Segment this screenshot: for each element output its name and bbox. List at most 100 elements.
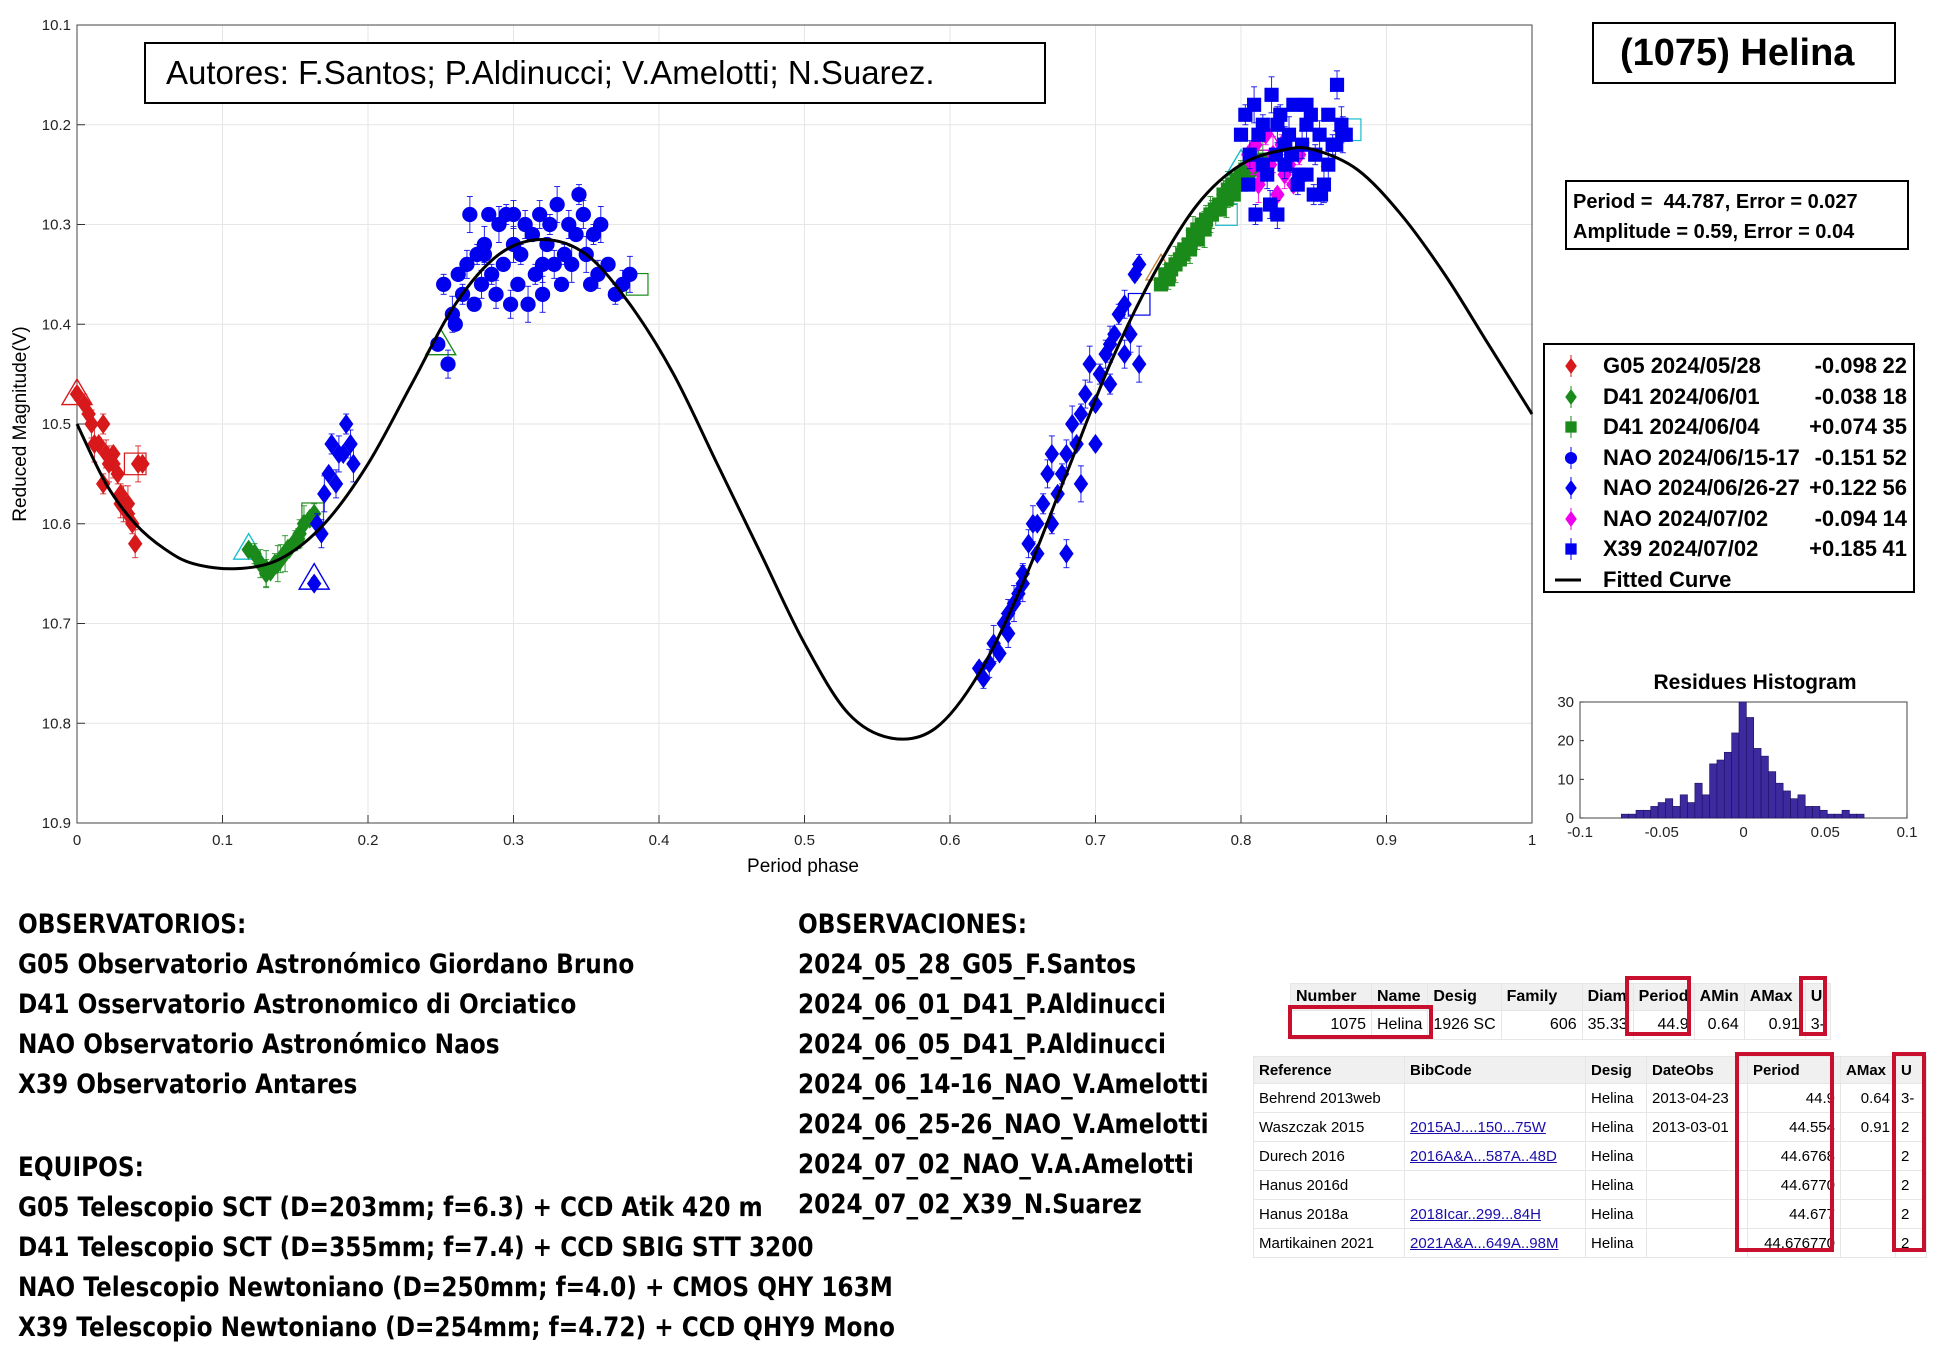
y-tick-label: 10.8 bbox=[42, 715, 71, 732]
table-row: Waszczak 2015 2015AJ....150...75W Helina 20… bbox=[1253, 1112, 1927, 1142]
data-point bbox=[1321, 157, 1336, 172]
data-point bbox=[1117, 344, 1132, 365]
table-cell: 44.6770 bbox=[1747, 1170, 1841, 1200]
bibcode-link[interactable]: 2018Icar..299...84H bbox=[1410, 1205, 1541, 1223]
histogram-bar bbox=[1849, 813, 1858, 819]
histogram-bar bbox=[1672, 806, 1681, 819]
table-cell: 3- bbox=[1895, 1083, 1927, 1113]
data-point bbox=[1313, 187, 1329, 202]
data-point bbox=[1247, 97, 1262, 112]
data-point bbox=[91, 433, 107, 454]
hist-x-tick-label: -0.05 bbox=[1645, 824, 1679, 841]
legend-symbol bbox=[1565, 388, 1577, 405]
y-tick-label: 10.5 bbox=[42, 416, 71, 433]
legend-item: NAO 2024/06/15-17 -0.151 52 bbox=[1545, 443, 1915, 473]
histogram-bar bbox=[1687, 802, 1696, 819]
table-row: Martikainen 2021 2021A&A...649A..98M Helin… bbox=[1253, 1228, 1927, 1258]
histogram-bar bbox=[1620, 813, 1629, 819]
data-point bbox=[440, 356, 456, 372]
data-point bbox=[510, 276, 526, 292]
table-cell bbox=[1840, 1170, 1896, 1200]
y-tick-label: 10.6 bbox=[42, 516, 71, 533]
legend-count: 18 bbox=[1882, 383, 1907, 409]
object-title: (1075) Helina bbox=[1620, 32, 1855, 74]
object-title-box: (1075) Helina bbox=[1592, 22, 1896, 84]
equipo-item: G05 Telescopio SCT (D=203mm; f=6.3) + CC… bbox=[18, 1192, 763, 1223]
column-header: DateObs bbox=[1646, 1056, 1748, 1084]
table-cell: Helina bbox=[1585, 1112, 1647, 1142]
data-point bbox=[1299, 97, 1314, 112]
hist-y-tick-label: 20 bbox=[1557, 733, 1574, 750]
data-point bbox=[436, 276, 452, 292]
legend-marker bbox=[1555, 578, 1581, 581]
table-cell: Hanus 2016d bbox=[1253, 1170, 1405, 1200]
legend-label: NAO 2024/06/15-17 bbox=[1603, 444, 1800, 470]
x-tick-label: 0.5 bbox=[794, 832, 815, 849]
histogram-bar bbox=[1738, 701, 1747, 819]
data-point bbox=[317, 483, 332, 504]
observacion-item: 2024_07_02_X39_N.Suarez bbox=[798, 1189, 1142, 1220]
data-point bbox=[450, 266, 466, 282]
x-tick-label: 0.1 bbox=[212, 832, 233, 849]
table-cell: 2 bbox=[1895, 1112, 1927, 1142]
table-cell: 2 bbox=[1895, 1199, 1927, 1229]
legend-label: NAO 2024/07/02 bbox=[1603, 505, 1769, 531]
legend-label: G05 2024/05/28 bbox=[1603, 353, 1761, 378]
observatorio-item: D41 Osservatorio Astronomico di Orciatic… bbox=[18, 989, 577, 1020]
data-point bbox=[1102, 374, 1118, 395]
legend-count: 52 bbox=[1882, 444, 1907, 470]
data-point bbox=[1082, 354, 1097, 375]
table-cell bbox=[1646, 1228, 1748, 1258]
data-point bbox=[1226, 187, 1241, 202]
legend-item: G05 2024/05/28 -0.098 22 bbox=[1545, 351, 1915, 381]
observatorio-item: G05 Observatorio Astronómico Giordano Br… bbox=[18, 949, 635, 980]
data-point bbox=[1270, 117, 1285, 132]
column-header: Period bbox=[1747, 1056, 1841, 1084]
y-tick-label: 10.7 bbox=[42, 616, 71, 633]
legend-label: X39 2024/07/02 bbox=[1603, 536, 1759, 561]
data-point bbox=[1088, 433, 1103, 454]
data-point bbox=[1078, 384, 1093, 405]
observatorios-heading: OBSERVATORIOS: bbox=[18, 909, 247, 940]
data-point bbox=[505, 206, 522, 223]
data-point bbox=[1182, 242, 1198, 257]
data-point bbox=[95, 473, 111, 494]
data-point bbox=[473, 276, 490, 292]
data-point bbox=[1312, 127, 1327, 142]
legend-item: Fitted Curve bbox=[1545, 565, 1915, 595]
legend-marker bbox=[1564, 446, 1578, 469]
x-tick-label: 0.4 bbox=[649, 832, 670, 849]
table-cell bbox=[1646, 1170, 1748, 1200]
table-cell: 1926 SC bbox=[1427, 1010, 1502, 1040]
legend-label: D41 2024/06/04 bbox=[1603, 414, 1760, 439]
table-cell bbox=[1840, 1228, 1896, 1258]
legend-symbol bbox=[1565, 510, 1577, 527]
data-point bbox=[1131, 254, 1147, 275]
data-point bbox=[1329, 77, 1345, 92]
data-point bbox=[1328, 137, 1343, 152]
table-cell: 0.64 bbox=[1693, 1010, 1745, 1040]
data-point bbox=[113, 483, 128, 504]
table-header-row: Reference BibCode Desig DateObs Period A… bbox=[1253, 1056, 1927, 1084]
amplitude-result: Amplitude = 0.59, Error = 0.04 bbox=[1573, 221, 1855, 243]
data-point bbox=[1321, 107, 1336, 122]
data-point bbox=[1248, 207, 1263, 222]
histogram-title: Residues Histogram bbox=[1653, 671, 1856, 694]
x-axis-label: Period phase bbox=[747, 856, 859, 877]
histogram-bar bbox=[1635, 809, 1644, 819]
bibcode-link[interactable]: 2015AJ....150...75W bbox=[1410, 1118, 1546, 1136]
histogram-bar bbox=[1775, 782, 1784, 819]
data-point bbox=[338, 413, 354, 435]
column-header: AMax bbox=[1743, 983, 1806, 1011]
legend-count: 41 bbox=[1882, 536, 1907, 561]
bibcode-link[interactable]: 2021A&A...649A..98M bbox=[1410, 1234, 1559, 1252]
data-point bbox=[258, 563, 274, 584]
column-header: AMax bbox=[1840, 1056, 1896, 1084]
y-tick-label: 10.1 bbox=[42, 17, 71, 34]
data-point bbox=[1073, 473, 1089, 494]
legend-symbol bbox=[1565, 479, 1577, 497]
legend-offset: -0.038 bbox=[1814, 383, 1877, 409]
bibcode-link[interactable]: 2016A&A...587A..48D bbox=[1410, 1147, 1557, 1165]
data-point bbox=[481, 206, 497, 223]
data-point bbox=[1264, 87, 1279, 102]
